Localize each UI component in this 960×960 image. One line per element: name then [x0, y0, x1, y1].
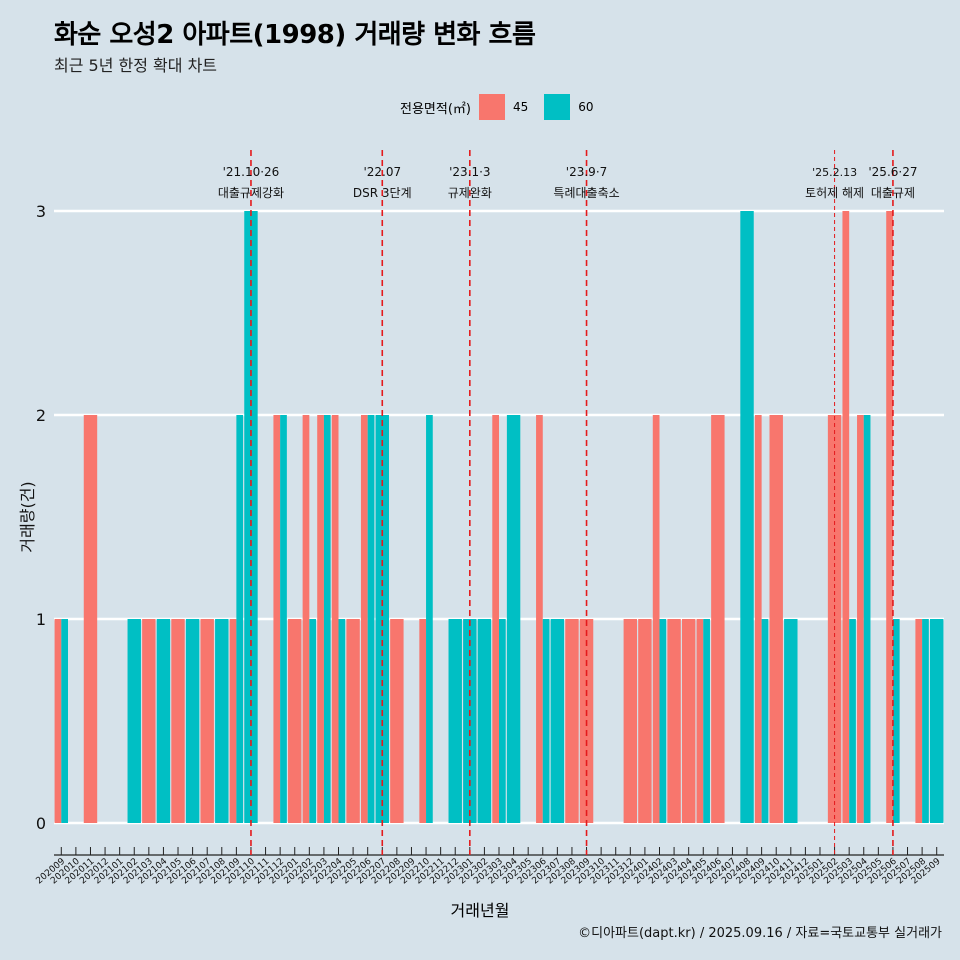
bar-45-202508	[915, 619, 923, 823]
bar-60-202302	[477, 619, 492, 823]
bar-45-202312	[623, 619, 638, 823]
annotation-date-5: '25.6·27	[868, 165, 917, 179]
bar-45-202206	[360, 415, 368, 823]
bar-60-202504	[863, 415, 871, 823]
y-tick-label: 3	[36, 202, 46, 221]
bar-45-202202	[302, 415, 310, 823]
annotation-date-1: '22.07	[363, 165, 401, 179]
bar-60-202108	[215, 619, 229, 823]
bar-60-202402	[659, 619, 667, 823]
annotation-text-3: 특례대출축소	[553, 186, 619, 200]
bar-60-202104	[156, 619, 171, 823]
bar-45-202403	[667, 619, 681, 823]
legend-label-60: 60	[578, 100, 594, 114]
bar-45-202503	[842, 211, 850, 823]
bar-60-202303	[499, 619, 506, 823]
bar-45-202504	[857, 415, 864, 823]
bar-45-202401	[638, 619, 652, 823]
annotation-text-4: 토허제 해제	[805, 186, 864, 200]
bar-60-202202	[309, 619, 317, 823]
bar-45-202303	[492, 415, 499, 823]
bar-45-202205	[346, 619, 360, 823]
bar-45-202506	[886, 211, 893, 823]
bar-60-202304	[506, 415, 521, 823]
annotation-date-2: '23.1·3	[449, 165, 490, 179]
bar-60-202212	[448, 619, 462, 823]
legend-label-45: 45	[512, 100, 529, 114]
bar-60-202509	[929, 619, 944, 823]
y-tick-label: 1	[36, 610, 46, 629]
y-tick-label: 0	[36, 814, 46, 833]
legend-title: 전용면적(㎡)	[400, 101, 471, 117]
chart-subtitle: 최근 5년 한정 확대 차트	[54, 56, 218, 75]
bar-60-202203	[323, 415, 331, 823]
annotation-date-3: '23.9·7	[566, 165, 607, 179]
bar-60-202508	[922, 619, 929, 823]
bar-45-202109	[229, 619, 237, 823]
bar-45-202204	[331, 415, 339, 823]
bar-60-202009	[61, 619, 69, 823]
bar-45-202105	[171, 619, 185, 823]
bar-45-202112	[273, 415, 281, 823]
y-tick-label: 2	[36, 406, 46, 425]
bar-45-202210	[419, 619, 427, 823]
bar-60-202506	[892, 619, 900, 823]
legend-key-45	[478, 94, 505, 120]
annotation-text-1: DSR 3단계	[353, 186, 412, 200]
bar-45-202103	[142, 619, 156, 823]
bar-60-202109	[236, 415, 244, 823]
annotation-text-2: 규제완화	[448, 186, 492, 200]
bar-60-202110	[244, 211, 258, 823]
bar-45-202107	[200, 619, 214, 823]
bar-60-202405	[703, 619, 710, 823]
bar-60-202102	[127, 619, 141, 823]
bar-60-202408	[740, 211, 754, 823]
bar-60-202503	[849, 619, 856, 823]
annotation-text-0: 대출규제강화	[218, 186, 284, 200]
y-axis-title: 거래량(건)	[18, 481, 37, 552]
legend: 전용면적(㎡) 45 60	[400, 93, 610, 121]
annotation-date-4: '25.2.13	[812, 166, 857, 179]
bar-60-202307	[550, 619, 565, 823]
bar-60-202106	[185, 619, 200, 823]
bar-45-202201	[288, 619, 302, 823]
bar-60-202207	[375, 415, 389, 823]
bar-45-202402	[652, 415, 660, 823]
bar-60-202112	[280, 415, 287, 823]
bar-45-202409	[754, 415, 762, 823]
legend-key-60	[544, 94, 571, 120]
bar-60-202210	[426, 415, 433, 823]
bar-45-202009	[54, 619, 62, 823]
annotation-text-5: 대출규제	[871, 186, 915, 200]
bar-45-202308	[565, 619, 579, 823]
bar-45-202404	[681, 619, 696, 823]
x-axis-label: 거래년월	[450, 901, 510, 920]
bar-60-202306	[542, 619, 550, 823]
source-caption: ©디아파트(dapt.kr) / 2025.09.16 / 자료=국토교통부 실…	[578, 926, 942, 941]
chart-title: 화순 오성2 아파트(1998) 거래량 변화 흐름	[54, 20, 536, 50]
bar-45-202410	[769, 415, 783, 823]
bar-45-202011	[83, 415, 98, 823]
bar-45-202208	[390, 619, 404, 823]
bar-45-202203	[317, 415, 324, 823]
bar-45-202306	[536, 415, 543, 823]
bar-45-202406	[711, 415, 725, 823]
bar-60-202411	[784, 619, 798, 823]
bar-60-202409	[761, 619, 769, 823]
bar-60-202206	[367, 415, 375, 823]
bar-60-202204	[338, 619, 346, 823]
bar-45-202405	[696, 619, 704, 823]
annotation-date-0: '21.10·26	[223, 165, 280, 179]
